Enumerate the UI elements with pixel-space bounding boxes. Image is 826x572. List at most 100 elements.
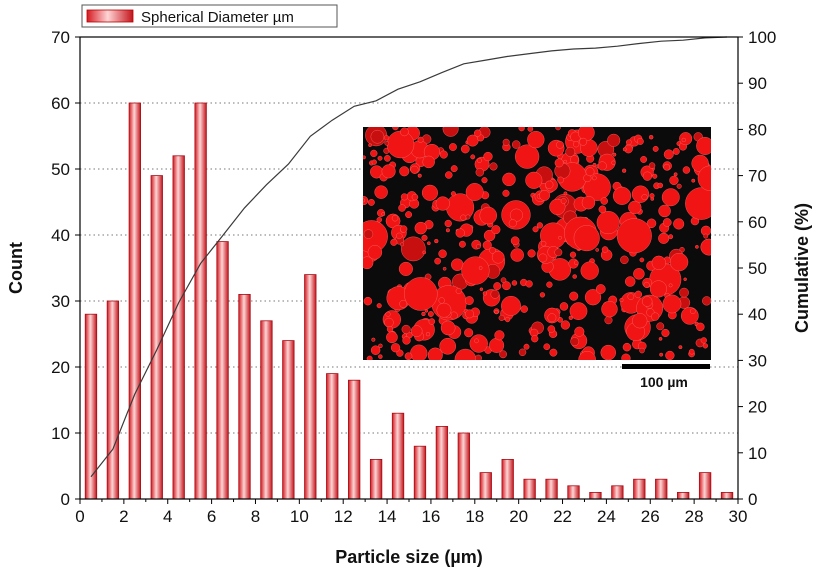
bar <box>457 432 470 500</box>
particle <box>465 309 474 319</box>
particle <box>696 322 705 332</box>
y2-tick-label: 50 <box>748 259 767 278</box>
particle <box>659 352 664 357</box>
y-tick-label: 70 <box>51 28 70 47</box>
particle <box>662 294 682 314</box>
particle <box>476 244 481 249</box>
bar <box>567 485 580 500</box>
particle <box>363 198 366 203</box>
particle <box>546 281 553 288</box>
particle <box>502 189 510 197</box>
particle <box>560 320 570 330</box>
cumulative-line <box>90 36 728 478</box>
particle <box>536 222 543 229</box>
particle <box>557 176 564 184</box>
x-tick-label: 10 <box>290 507 309 526</box>
particle <box>628 200 642 214</box>
y2-tick-label: 70 <box>748 167 767 186</box>
particle <box>688 348 695 355</box>
scale-bar <box>622 364 710 369</box>
particle <box>390 238 398 246</box>
particle <box>494 330 505 341</box>
particle <box>434 238 439 244</box>
particle <box>681 307 699 325</box>
particle <box>383 135 390 141</box>
particle <box>543 343 551 351</box>
bar <box>435 425 449 500</box>
particle <box>616 218 652 254</box>
particle <box>569 291 579 301</box>
particle <box>499 350 507 359</box>
particle <box>554 158 564 168</box>
y-tick-label: 50 <box>51 160 70 179</box>
particle <box>490 289 500 299</box>
particle <box>685 187 711 220</box>
particle <box>482 240 492 250</box>
particle <box>512 140 521 149</box>
bar <box>501 458 514 500</box>
particle <box>473 129 482 137</box>
particle <box>465 183 484 201</box>
particle <box>449 143 457 151</box>
particle <box>400 193 408 201</box>
particle <box>651 312 660 321</box>
particle <box>434 257 441 265</box>
particle <box>460 144 470 154</box>
y-tick-label: 60 <box>51 94 70 113</box>
particle <box>538 253 548 263</box>
particle <box>469 334 488 353</box>
bar <box>698 472 712 500</box>
particle <box>601 246 609 253</box>
particle <box>378 343 383 349</box>
y2-tick-label: 80 <box>748 120 767 139</box>
particle <box>386 331 398 344</box>
particle <box>584 289 602 306</box>
particle <box>540 240 547 247</box>
bar <box>391 412 405 500</box>
x-tick-label: 16 <box>421 507 440 526</box>
particle <box>402 336 411 345</box>
bar <box>348 379 361 500</box>
particle <box>600 197 608 205</box>
particle <box>450 191 456 197</box>
particle <box>665 350 675 360</box>
particle <box>405 211 412 219</box>
particle <box>702 296 711 306</box>
particle <box>417 136 424 143</box>
particle <box>466 134 479 147</box>
bar <box>172 155 185 500</box>
particle <box>621 353 631 360</box>
micrograph-particles <box>363 127 711 360</box>
particle <box>595 284 606 294</box>
particle <box>371 337 376 342</box>
particle <box>649 193 655 199</box>
y2-tick-label: 60 <box>748 213 767 232</box>
particle <box>445 171 453 179</box>
bar <box>720 491 734 500</box>
particle <box>399 299 408 308</box>
particle <box>460 214 467 221</box>
particle <box>476 157 482 163</box>
particle <box>527 127 534 132</box>
bar <box>633 478 646 500</box>
particle <box>560 198 567 204</box>
x-axis-ticks: 0 2 4 6 8 10 12 14 16 18 20 22 24 26 28 30 <box>75 499 747 526</box>
particle <box>482 291 487 296</box>
particle <box>636 138 644 145</box>
particle <box>475 354 482 360</box>
particle <box>363 256 374 270</box>
bar <box>545 478 558 500</box>
particle <box>400 225 408 233</box>
particle <box>640 156 648 163</box>
particle <box>489 247 496 254</box>
particle <box>624 276 636 287</box>
particle <box>639 257 645 263</box>
particle <box>662 218 672 227</box>
particle <box>386 130 415 159</box>
particle <box>652 145 659 152</box>
bar <box>194 102 207 500</box>
x-tick-label: 8 <box>251 507 260 526</box>
particle <box>392 127 399 131</box>
particle <box>502 138 510 146</box>
particle <box>401 236 426 262</box>
